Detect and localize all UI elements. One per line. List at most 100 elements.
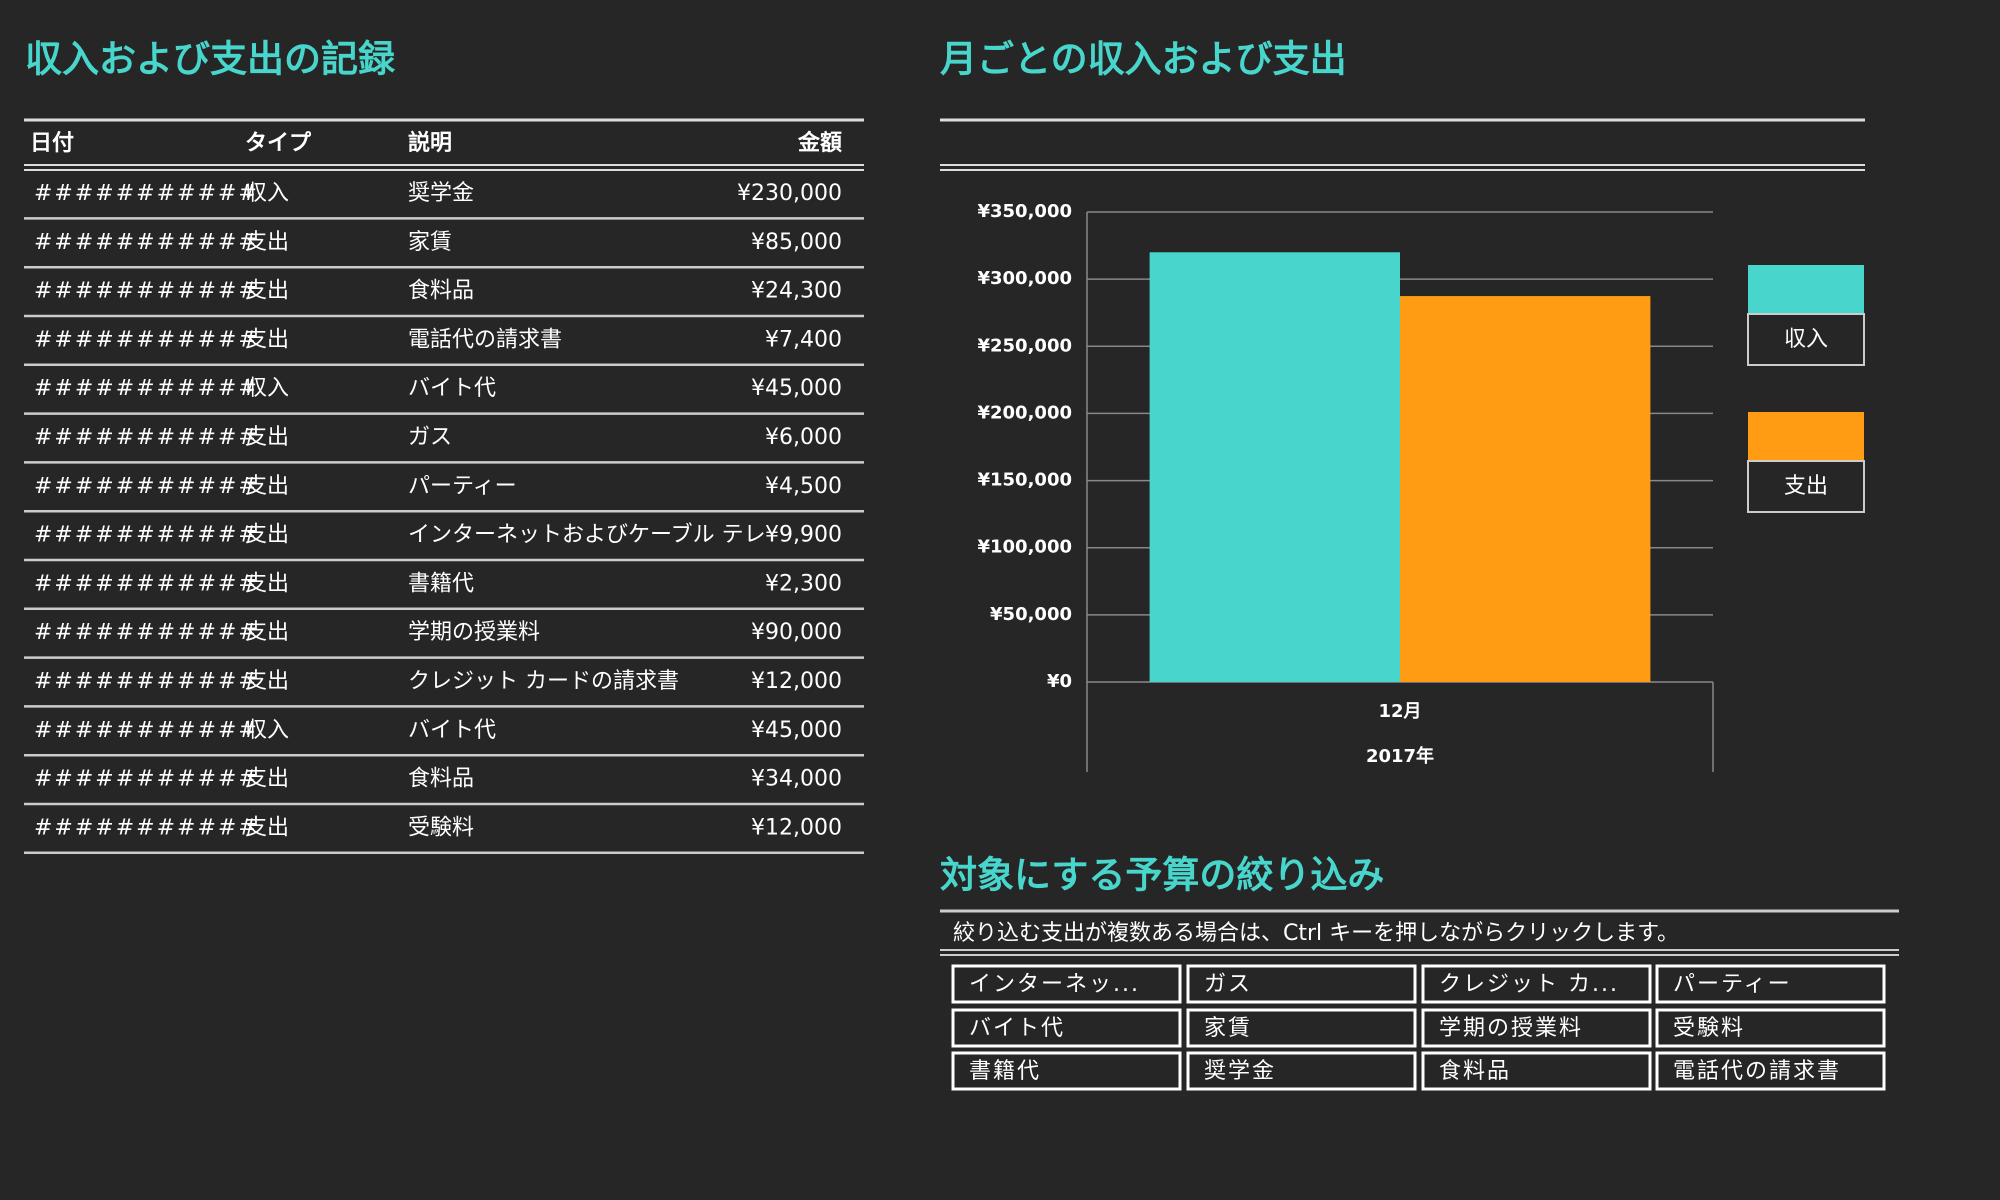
amount-cell: ¥6,000	[765, 425, 842, 450]
amount-cell: ¥7,400	[765, 327, 842, 352]
date-cell: ###########	[34, 376, 259, 401]
slicer-instruction: 絞り込む支出が複数ある場合は、Ctrl キーを押しながらクリックします。	[953, 921, 1679, 946]
description-cell: バイト代	[408, 376, 496, 401]
description-cell: クレジット カードの請求書	[408, 669, 679, 694]
description-cell: 受験料	[408, 815, 474, 840]
description-cell: 書籍代	[408, 571, 474, 596]
date-cell: ###########	[34, 767, 259, 792]
column-header: 日付	[30, 131, 74, 156]
type-cell: 支出	[245, 279, 289, 304]
slicer-button-label: 奨学金	[1204, 1059, 1276, 1084]
date-cell: ###########	[34, 181, 259, 206]
slicer-button-label: 受験料	[1673, 1016, 1745, 1041]
slicer-button[interactable]	[1186, 1008, 1417, 1048]
amount-cell: ¥85,000	[751, 230, 842, 255]
column-header: 説明	[408, 130, 452, 156]
date-cell: ###########	[34, 718, 259, 743]
legend-label: 支出	[1784, 474, 1828, 499]
slicer-button[interactable]	[1655, 1051, 1886, 1091]
date-cell: ###########	[34, 279, 259, 304]
amount-cell: ¥4,500	[765, 474, 842, 499]
description-cell: インターネットおよびケーブル テレ	[408, 523, 766, 548]
type-cell: 支出	[245, 474, 289, 499]
slicer-button[interactable]	[1421, 1051, 1652, 1091]
type-cell: 収入	[245, 181, 289, 206]
slicer-title: 対象にする予算の絞り込み	[940, 854, 1384, 897]
slicer-button[interactable]	[1421, 1008, 1652, 1048]
slicer-button-label: 書籍代	[969, 1059, 1041, 1084]
slicer-button[interactable]	[1655, 1008, 1886, 1048]
slicer-button[interactable]	[1421, 964, 1652, 1004]
date-cell: ###########	[34, 523, 259, 548]
slicer-button[interactable]	[951, 1051, 1182, 1091]
description-cell: バイト代	[408, 718, 496, 743]
type-cell: 支出	[245, 815, 289, 840]
slicer-button[interactable]	[1186, 964, 1417, 1004]
slicer-button-label: パーティー	[1673, 972, 1792, 997]
amount-cell: ¥24,300	[751, 279, 842, 304]
y-tick-label: ¥200,000	[977, 402, 1072, 423]
description-cell: 電話代の請求書	[408, 327, 562, 352]
x-group-label: 2017年	[1366, 745, 1434, 767]
bar	[1400, 296, 1651, 682]
description-cell: 学期の授業料	[408, 620, 540, 645]
description-cell: パーティー	[408, 474, 517, 499]
y-tick-label: ¥100,000	[977, 537, 1072, 558]
legend-swatch	[1748, 265, 1864, 314]
date-cell: ###########	[34, 815, 259, 840]
slicer-button-label: クレジット カ...	[1439, 972, 1619, 997]
slicer-button-label: バイト代	[969, 1016, 1065, 1041]
date-cell: ###########	[34, 571, 259, 596]
description-cell: 奨学金	[408, 181, 474, 206]
slicer-button[interactable]	[951, 964, 1182, 1004]
type-cell: 支出	[245, 669, 289, 694]
type-cell: 支出	[245, 230, 289, 255]
slicer-button[interactable]	[1186, 1051, 1417, 1091]
bar	[1149, 252, 1400, 683]
column-header: 金額	[797, 130, 842, 156]
amount-cell: ¥45,000	[751, 376, 842, 401]
date-cell: ###########	[34, 230, 259, 255]
description-cell: 食料品	[408, 279, 474, 304]
x-tick-label: 12月	[1378, 701, 1421, 722]
type-cell: 支出	[245, 425, 289, 450]
date-cell: ###########	[34, 669, 259, 694]
amount-cell: ¥34,000	[751, 767, 842, 792]
slicer-button[interactable]	[1655, 964, 1886, 1004]
legend-label: 収入	[1784, 327, 1828, 352]
slicer-button-label: 食料品	[1439, 1059, 1511, 1084]
amount-cell: ¥9,900	[765, 523, 842, 548]
amount-cell: ¥12,000	[751, 669, 842, 694]
type-cell: 収入	[245, 718, 289, 743]
description-cell: 食料品	[408, 767, 474, 792]
y-tick-label: ¥150,000	[977, 470, 1072, 491]
y-tick-label: ¥0	[1047, 671, 1072, 692]
y-tick-label: ¥50,000	[990, 604, 1072, 625]
column-header: タイプ	[245, 131, 312, 156]
description-cell: 家賃	[408, 230, 452, 255]
amount-cell: ¥2,300	[765, 571, 842, 596]
y-tick-label: ¥300,000	[977, 268, 1072, 289]
slicer-button[interactable]	[951, 1008, 1182, 1048]
slicer-button-label: ガス	[1204, 972, 1252, 997]
amount-cell: ¥90,000	[751, 620, 842, 645]
amount-cell: ¥45,000	[751, 718, 842, 743]
type-cell: 支出	[245, 571, 289, 596]
legend-box	[1747, 460, 1865, 513]
type-cell: 支出	[245, 327, 289, 352]
type-cell: 支出	[245, 767, 289, 792]
y-tick-label: ¥250,000	[977, 335, 1072, 356]
legend-box	[1747, 313, 1865, 366]
type-cell: 支出	[245, 523, 289, 548]
type-cell: 支出	[245, 620, 289, 645]
legend-swatch	[1748, 412, 1864, 461]
date-cell: ###########	[34, 425, 259, 450]
date-cell: ###########	[34, 327, 259, 352]
description-cell: ガス	[408, 425, 452, 450]
date-cell: ###########	[34, 620, 259, 645]
date-cell: ###########	[34, 474, 259, 499]
amount-cell: ¥230,000	[737, 181, 842, 206]
slicer-button-label: 学期の授業料	[1439, 1016, 1583, 1041]
y-tick-label: ¥350,000	[977, 201, 1072, 222]
